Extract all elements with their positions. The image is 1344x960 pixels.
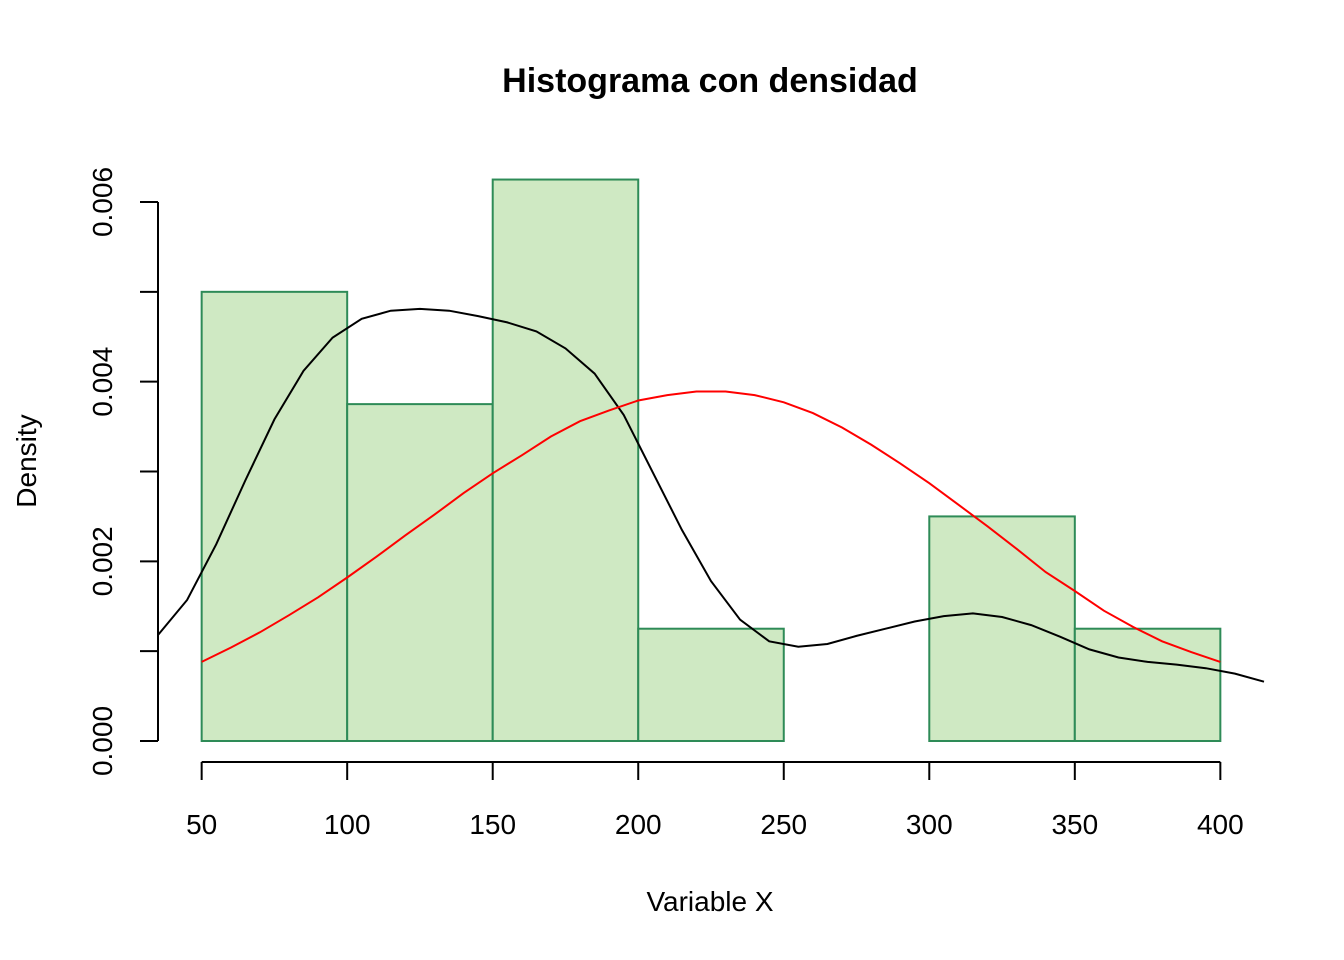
y-tick-label: 0.006 xyxy=(87,167,118,237)
y-tick-label: 0.004 xyxy=(87,347,118,417)
density-curves xyxy=(157,307,1265,683)
x-tick-label: 200 xyxy=(615,809,662,840)
x-axis: 50 100 150 200 250 300 350 400 xyxy=(186,761,1244,840)
y-axis: 0.000 0.002 0.004 0.006 xyxy=(87,167,159,776)
x-tick-label: 350 xyxy=(1051,809,1098,840)
x-tick-label: 300 xyxy=(906,809,953,840)
x-tick-label: 100 xyxy=(324,809,371,840)
x-tick-label: 50 xyxy=(186,809,217,840)
y-tick-label: 0.002 xyxy=(87,526,118,596)
histogram-bar xyxy=(200,290,349,742)
normal-density-line xyxy=(201,390,1221,663)
histogram-bar xyxy=(491,178,640,742)
y-tick-label: 0.000 xyxy=(87,706,118,776)
x-axis-label: Variable X xyxy=(646,886,773,917)
histogram-bar xyxy=(928,515,1076,743)
histogram-bars xyxy=(200,178,1222,743)
x-tick-label: 400 xyxy=(1197,809,1244,840)
x-tick-label: 150 xyxy=(469,809,516,840)
x-tick-label: 250 xyxy=(760,809,807,840)
histogram-bar xyxy=(1073,627,1222,742)
kernel-density-line xyxy=(157,307,1265,683)
histogram-bar xyxy=(346,403,494,742)
y-axis-label: Density xyxy=(11,414,42,507)
histogram-bar xyxy=(637,627,785,742)
chart-title: Histograma con densidad xyxy=(502,62,918,100)
